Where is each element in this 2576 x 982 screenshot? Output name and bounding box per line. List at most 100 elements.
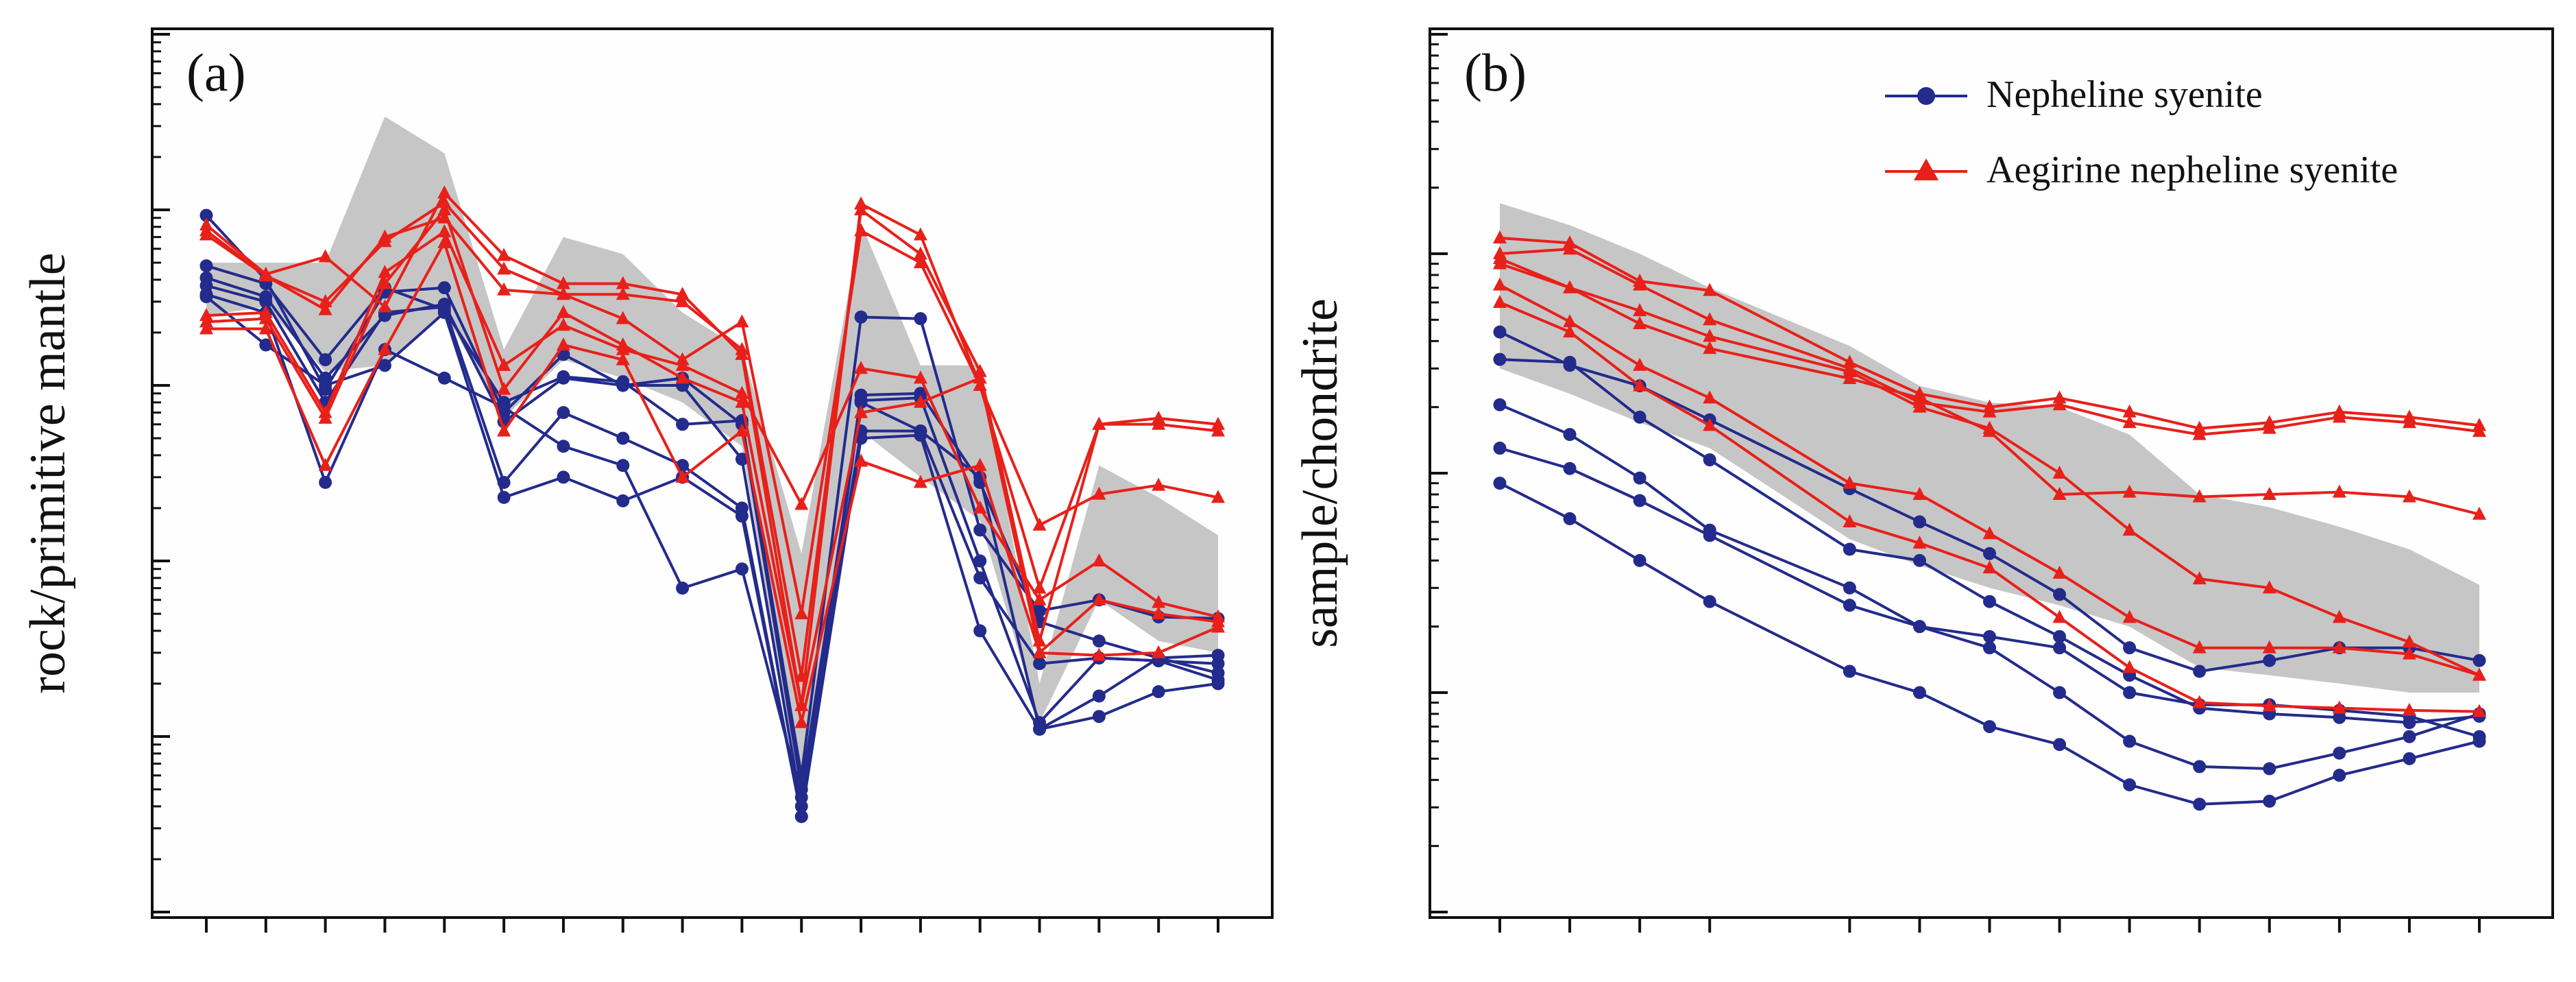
data-point-triangle [973, 370, 987, 384]
data-point-triangle [1843, 370, 1857, 384]
data-point-triangle [1032, 580, 1047, 594]
data-point-triangle [2262, 640, 2276, 654]
data-point-triangle [2052, 390, 2067, 404]
data-point-circle [2263, 762, 2276, 776]
series-line [206, 284, 1219, 818]
data-point-circle [319, 353, 332, 367]
data-point-triangle [497, 282, 511, 296]
panel-b-series-blue-3 [1493, 442, 2486, 776]
data-point-triangle [616, 352, 630, 366]
data-point-circle [2193, 798, 2207, 811]
legend-label-aegirine-nepheline-syenite: Aegirine nepheline syenite [1986, 149, 2398, 191]
series-line [1499, 262, 2480, 516]
data-point-triangle [1211, 416, 1225, 430]
data-point-circle [2053, 588, 2067, 601]
legend-item-nepheline-syenite: Nepheline syenite [1885, 73, 2263, 116]
panel-b-series-red-6 [1493, 241, 2486, 440]
data-point-triangle [258, 268, 273, 282]
data-point-triangle [2122, 484, 2137, 498]
data-point-circle [1983, 641, 1996, 655]
series-line [1499, 301, 2480, 713]
panel-b-series-group [1493, 230, 2486, 811]
data-point-circle [973, 571, 987, 585]
data-point-triangle [1703, 283, 1717, 296]
data-point-circle [2263, 794, 2276, 808]
data-point-triangle [2472, 667, 2486, 681]
data-point-triangle [1032, 645, 1047, 658]
data-point-triangle [1703, 390, 1717, 404]
data-point-triangle [854, 361, 868, 374]
data-point-circle [437, 281, 451, 295]
data-point-circle [199, 290, 213, 304]
legend: Nepheline syenite Aegirine nepheline sye… [1885, 73, 2398, 191]
data-point-triangle [675, 357, 690, 371]
data-point-triangle [1152, 477, 1166, 491]
data-point-triangle [378, 265, 392, 278]
data-point-triangle [735, 385, 749, 399]
data-point-circle [319, 379, 332, 392]
data-point-triangle [318, 457, 332, 471]
data-point-circle [259, 295, 273, 309]
data-point-circle [1983, 547, 1996, 560]
data-point-circle [2123, 734, 2137, 748]
data-point-triangle [2332, 409, 2346, 423]
data-point-circle [2333, 769, 2346, 782]
data-point-circle [1211, 657, 1225, 671]
data-point-triangle [1633, 378, 1647, 392]
data-point-triangle [973, 500, 987, 514]
data-point-triangle [556, 318, 570, 331]
data-point-circle [2123, 686, 2137, 699]
data-point-circle [1092, 710, 1106, 723]
data-point-circle [2403, 752, 2416, 765]
data-point-circle [1703, 595, 1716, 608]
data-point-triangle [794, 669, 809, 682]
panel-b-ylabel: sample/chondrite [1292, 298, 1348, 648]
data-point-triangle [556, 276, 570, 289]
data-point-triangle [1032, 592, 1047, 606]
data-point-triangle [1092, 416, 1106, 430]
data-point-triangle [1982, 526, 1997, 540]
data-point-triangle [2122, 404, 2137, 418]
data-point-triangle [1703, 341, 1717, 355]
panel-b-series-red-10 [1493, 294, 2486, 717]
data-point-circle [854, 394, 868, 407]
data-point-triangle [675, 287, 690, 300]
data-point-triangle [2402, 702, 2416, 716]
data-point-circle [1633, 494, 1647, 507]
data-point-triangle [1563, 241, 1577, 255]
data-point-circle [1493, 442, 1507, 455]
data-point-triangle [437, 235, 452, 248]
data-point-circle [1211, 677, 1225, 691]
data-point-triangle [2122, 523, 2137, 536]
data-point-triangle [318, 410, 332, 424]
data-point-circle [2053, 630, 2067, 643]
data-point-circle [2193, 760, 2207, 774]
data-point-circle [1152, 685, 1165, 699]
data-point-circle [1633, 410, 1647, 424]
data-point-circle [1843, 664, 1856, 678]
data-point-triangle [1843, 514, 1857, 527]
data-point-triangle [1152, 645, 1166, 658]
data-point-triangle [1211, 490, 1225, 503]
panel-a: (a) rock/primitive mantle [20, 27, 1274, 933]
data-point-circle [735, 510, 749, 523]
data-point-triangle [497, 357, 511, 371]
data-point-triangle [2052, 487, 2067, 501]
data-point-triangle [616, 276, 630, 289]
data-point-triangle [735, 423, 749, 437]
data-point-circle [1843, 581, 1856, 595]
series-line [1499, 403, 2480, 739]
data-point-triangle [913, 227, 927, 241]
data-point-triangle [1563, 314, 1577, 328]
data-point-triangle [2332, 610, 2346, 623]
series-line [206, 230, 1219, 619]
data-point-circle [2193, 664, 2207, 678]
data-point-circle [199, 208, 213, 222]
series-line [1499, 257, 2480, 677]
data-point-triangle [675, 370, 690, 384]
data-point-circle [557, 440, 570, 453]
data-point-circle [1912, 686, 1926, 699]
data-point-triangle [2122, 610, 2137, 623]
data-point-triangle [1912, 399, 1927, 413]
panel-b-label: (b) [1464, 43, 1527, 102]
